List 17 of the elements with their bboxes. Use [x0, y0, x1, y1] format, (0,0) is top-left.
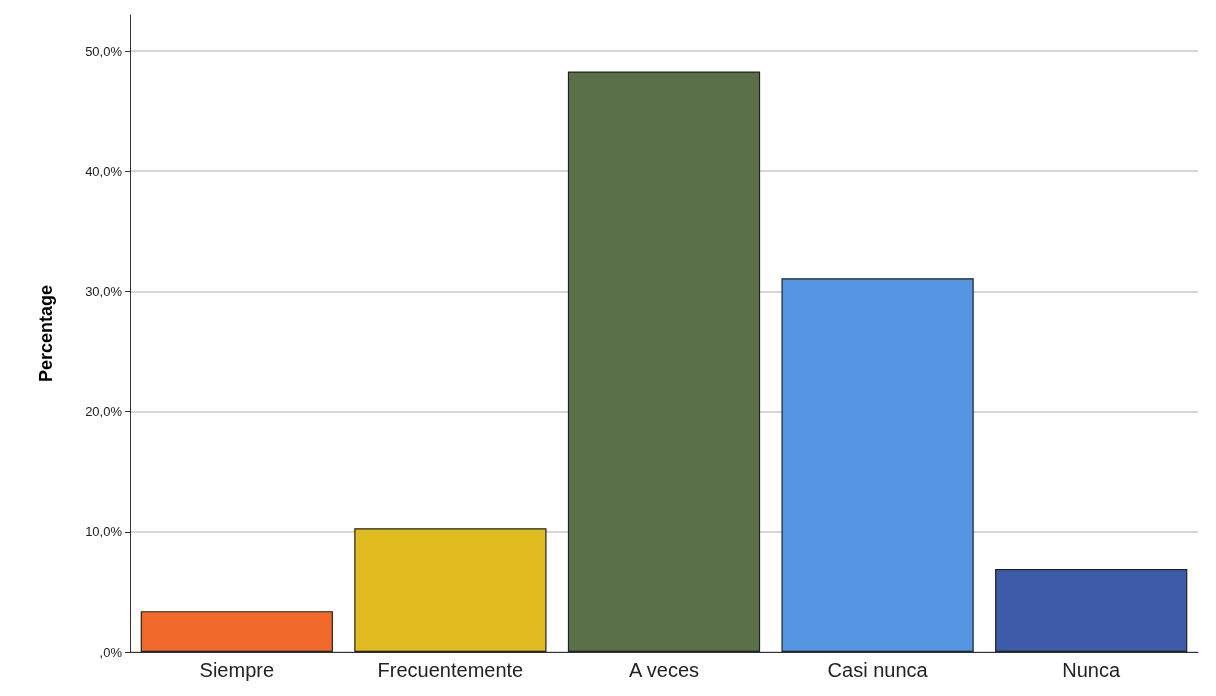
bar [781, 278, 974, 652]
y-tick-label: 50,0% [85, 43, 123, 59]
y-tick-label: 40,0% [85, 163, 123, 179]
x-tick-label: Siempre [199, 659, 275, 681]
y-tick-label: 30,0% [85, 283, 123, 299]
y-axis-title: Percentage [36, 284, 56, 383]
x-tick-label: A veces [628, 659, 700, 681]
x-tick-label: Nunca [1062, 659, 1121, 681]
y-tick-label: 20,0% [85, 404, 123, 420]
x-tick-label: Casi nunca [827, 659, 929, 681]
bar [354, 528, 547, 652]
x-tick-label: Frecuentemente [377, 659, 524, 681]
bar [567, 71, 761, 652]
y-tick-label: 10,0% [85, 524, 123, 540]
bar [140, 611, 333, 652]
y-tick-label: ,0% [99, 644, 123, 660]
bar [995, 569, 1188, 652]
